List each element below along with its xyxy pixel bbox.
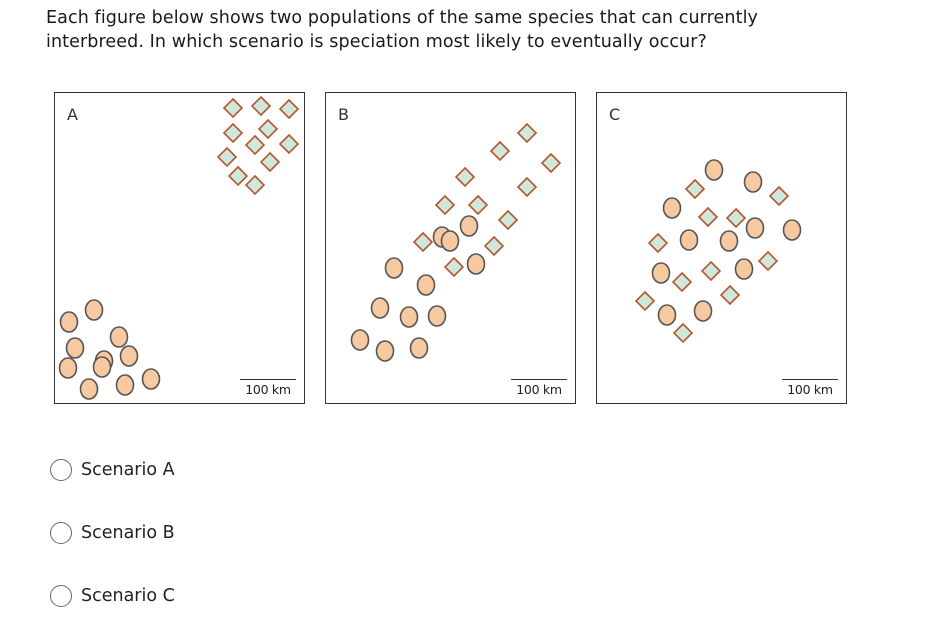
diamond-organism (647, 232, 669, 254)
diamond-organism (222, 97, 244, 119)
diamond-population (216, 95, 300, 196)
circle-population (58, 299, 161, 400)
diamond-organism (489, 140, 511, 162)
option-label: Scenario B (81, 523, 175, 543)
circle-organism (375, 340, 395, 362)
scenario-c-map (634, 159, 802, 344)
panel-letter: B (338, 105, 349, 124)
diamond-organism (278, 98, 300, 120)
diamond-organism (697, 206, 719, 228)
diamond-organism (719, 284, 741, 306)
circle-organism (679, 229, 699, 251)
diamond-organism (757, 250, 779, 272)
circle-organism (399, 306, 419, 328)
diamond-organism (259, 151, 281, 173)
circle-population (651, 159, 802, 326)
diamond-organism (244, 174, 266, 196)
diamond-population (634, 178, 790, 344)
circle-organism (719, 230, 739, 252)
circle-organism (65, 337, 85, 359)
circle-organism (409, 337, 429, 359)
option-scenario-b[interactable]: Scenario B (50, 521, 175, 545)
option-scenario-c[interactable]: Scenario C (50, 584, 175, 608)
circle-organism (350, 329, 370, 351)
circle-organism (141, 368, 161, 390)
circle-organism (384, 257, 404, 279)
diamond-organism (278, 133, 300, 155)
circle-organism (84, 299, 104, 321)
circle-population (350, 215, 486, 362)
question-text: Each figure below shows two populations … (46, 8, 758, 52)
diamond-organism (250, 95, 272, 117)
diamond-organism (454, 166, 476, 188)
diamond-organism (700, 260, 722, 282)
circle-organism (109, 326, 129, 348)
diamond-organism (671, 271, 693, 293)
circle-organism (370, 297, 390, 319)
diamond-organism (227, 165, 249, 187)
circle-organism (459, 215, 479, 237)
radio-button[interactable] (50, 522, 72, 544)
option-label: Scenario C (81, 586, 175, 606)
circle-organism (59, 311, 79, 333)
scenario-a-figure: A 100 km (54, 92, 305, 404)
circle-organism (79, 378, 99, 400)
circle-organism (416, 274, 436, 296)
circle-organism (119, 345, 139, 367)
diamond-organism (516, 176, 538, 198)
circle-organism (115, 374, 135, 396)
radio-button[interactable] (50, 459, 72, 481)
circle-organism (782, 219, 802, 241)
diamond-organism (672, 322, 694, 344)
diamond-organism (634, 290, 656, 312)
scale-bar: 100 km (782, 379, 838, 397)
diamond-organism (412, 231, 434, 253)
diamond-organism (216, 146, 238, 168)
circle-organism (743, 171, 763, 193)
scenario-a-map (58, 95, 300, 400)
circle-organism (440, 230, 460, 252)
diamond-organism (434, 194, 456, 216)
scenario-c-figure: C 100 km (596, 92, 847, 404)
diamond-population (412, 122, 562, 278)
scenario-b-figure: B 100 km (325, 92, 576, 404)
diamond-organism (244, 134, 266, 156)
radio-button[interactable] (50, 585, 72, 607)
diamond-organism (257, 118, 279, 140)
circle-organism (693, 300, 713, 322)
option-scenario-a[interactable]: Scenario A (50, 458, 175, 482)
scale-bar: 100 km (240, 379, 296, 397)
diamond-organism (467, 194, 489, 216)
circle-organism (734, 258, 754, 280)
circle-organism (427, 305, 447, 327)
diamond-organism (443, 256, 465, 278)
scenario-b-map (350, 122, 562, 362)
circle-organism (651, 262, 671, 284)
diamond-organism (516, 122, 538, 144)
diamond-organism (222, 122, 244, 144)
circle-organism (466, 253, 486, 275)
diamond-organism (768, 185, 790, 207)
circle-organism (657, 304, 677, 326)
circle-organism (662, 197, 682, 219)
option-label: Scenario A (81, 460, 175, 480)
diamond-organism (684, 178, 706, 200)
scale-bar: 100 km (511, 379, 567, 397)
circle-organism (704, 159, 724, 181)
diamond-organism (725, 207, 747, 229)
diamond-organism (497, 209, 519, 231)
circle-organism (92, 356, 112, 378)
circle-organism (745, 217, 765, 239)
panel-letter: C (609, 105, 621, 124)
panel-letter: A (67, 105, 78, 124)
circle-organism (58, 357, 78, 379)
diamond-organism (540, 152, 562, 174)
diamond-organism (483, 235, 505, 257)
